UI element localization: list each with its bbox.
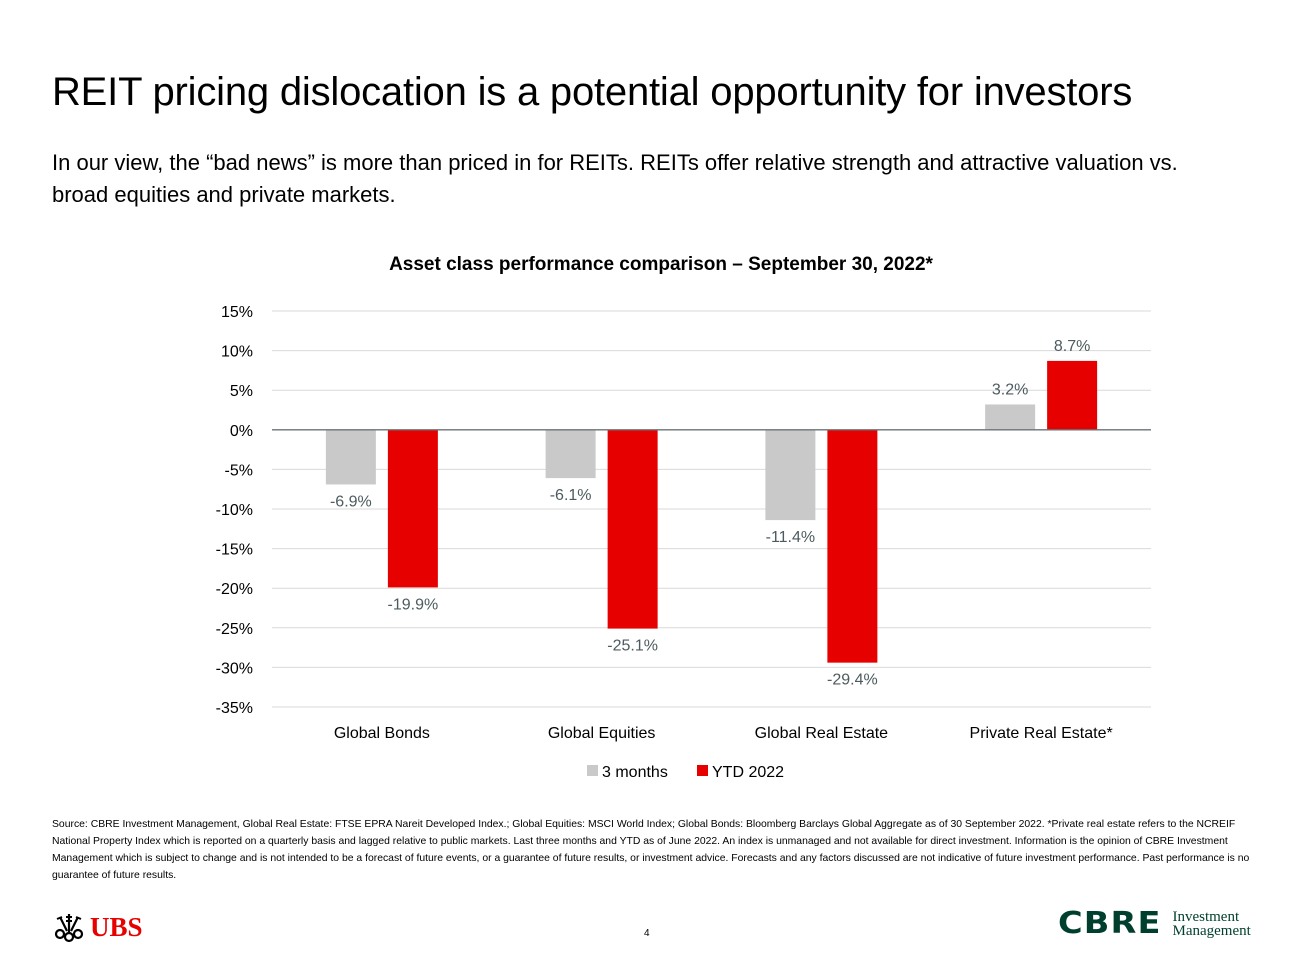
slide-title: REIT pricing dislocation is a potential … — [52, 70, 1133, 114]
data-label: -25.1% — [607, 638, 658, 655]
legend-label: YTD 2022 — [712, 764, 784, 781]
page-number: 4 — [644, 928, 650, 939]
source-footnote: Source: CBRE Investment Management, Glob… — [52, 819, 1250, 881]
data-label: -6.9% — [330, 493, 372, 510]
cbre-logo: CBRE Investment Management — [1058, 906, 1251, 941]
data-label: -19.9% — [388, 596, 439, 613]
bar-ytd-2022 — [387, 429, 438, 588]
data-label: -29.4% — [827, 672, 878, 689]
cbre-subtitle: Investment Management — [1172, 908, 1251, 939]
category-label: Global Equities — [548, 725, 656, 742]
y-tick-label: 15% — [221, 304, 253, 321]
ubs-logo: UBS — [52, 910, 143, 944]
cbre-subtitle-line2: Management — [1172, 922, 1251, 939]
bar-ytd-2022 — [827, 429, 878, 663]
data-label: 3.2% — [992, 381, 1028, 398]
y-tick-label: -15% — [216, 542, 253, 559]
category-label: Private Real Estate* — [970, 725, 1113, 742]
bar-3-months — [545, 429, 596, 479]
ubs-keys-icon — [54, 914, 84, 943]
data-label: 8.7% — [1054, 338, 1090, 355]
bars — [325, 360, 1098, 663]
bar-3-months — [985, 404, 1036, 430]
x-axis-categories: Global Bonds Global Equities Global Real E… — [334, 725, 1113, 742]
y-tick-label: -20% — [216, 581, 253, 598]
slide-subtitle: In our view, the “bad news” is more than… — [52, 150, 1178, 207]
y-tick-label: -30% — [216, 660, 253, 677]
bar-3-months — [765, 429, 816, 521]
y-axis-ticks: 15% 10% 5% 0% -5% -10% -15% -20% -25% -30% -35% — [216, 304, 253, 717]
data-labels: -6.9% -19.9% -6.1% -25.1% -11.4% -29.4% 3.2% 8.… — [330, 338, 1090, 689]
y-tick-label: -10% — [216, 502, 253, 519]
y-tick-label: 0% — [230, 423, 253, 440]
cbre-wordmark: CBRE — [1058, 906, 1162, 941]
bar-3-months — [325, 429, 376, 485]
bar-ytd-2022 — [607, 429, 658, 629]
chart-title: Asset class performance comparison – Sep… — [389, 254, 933, 275]
y-tick-label: 5% — [230, 383, 253, 400]
data-label: -6.1% — [550, 487, 592, 504]
cbre-subtitle-line1: Investment — [1172, 908, 1240, 925]
data-label: -11.4% — [766, 529, 816, 546]
legend: 3 months YTD 2022 — [587, 764, 784, 781]
category-label: Global Real Estate — [755, 725, 889, 742]
y-tick-label: -25% — [216, 621, 253, 638]
y-tick-label: -35% — [216, 700, 253, 717]
legend-swatch — [697, 765, 708, 776]
gridlines — [272, 310, 1151, 708]
category-label: Global Bonds — [334, 725, 430, 742]
bar-ytd-2022 — [1047, 360, 1098, 430]
legend-swatch — [587, 765, 598, 776]
ubs-wordmark: UBS — [90, 911, 143, 942]
y-tick-label: -5% — [225, 462, 253, 479]
chart-svg: Asset class performance comparison – Sep… — [216, 254, 1151, 781]
bar-chart: Asset class performance comparison – Sep… — [216, 254, 1151, 781]
legend-label: 3 months — [602, 764, 668, 781]
y-tick-label: 10% — [221, 344, 253, 361]
